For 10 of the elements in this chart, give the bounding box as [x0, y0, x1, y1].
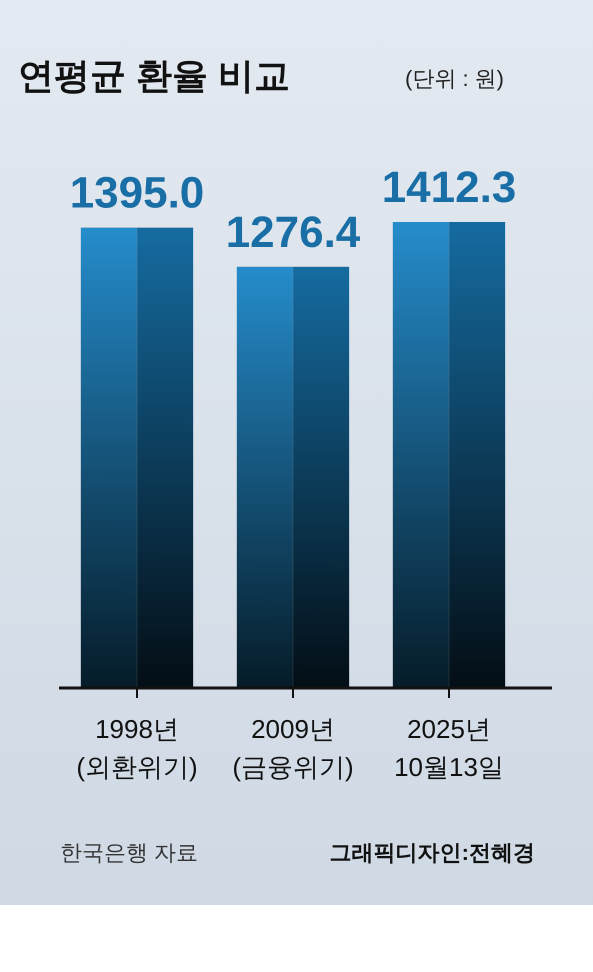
chart-subtitle: (단위 : 원) [405, 66, 504, 91]
chart-title: 연평균 환율 비교 [18, 55, 290, 96]
x-tick-label: 1998년 (외환위기) [76, 714, 198, 782]
x-tick-label: 2025년 10월13일 [394, 714, 504, 782]
data-label: 1395.0 [70, 168, 204, 218]
text: 한국은행 자료 [60, 840, 198, 865]
data-label: 1276.4 [226, 208, 361, 257]
data-label: 1412.3 [382, 163, 516, 212]
x-tick-label: 2009년 (금융위기) [232, 714, 354, 782]
text: 그래픽디자인:전혜경 [330, 840, 535, 865]
